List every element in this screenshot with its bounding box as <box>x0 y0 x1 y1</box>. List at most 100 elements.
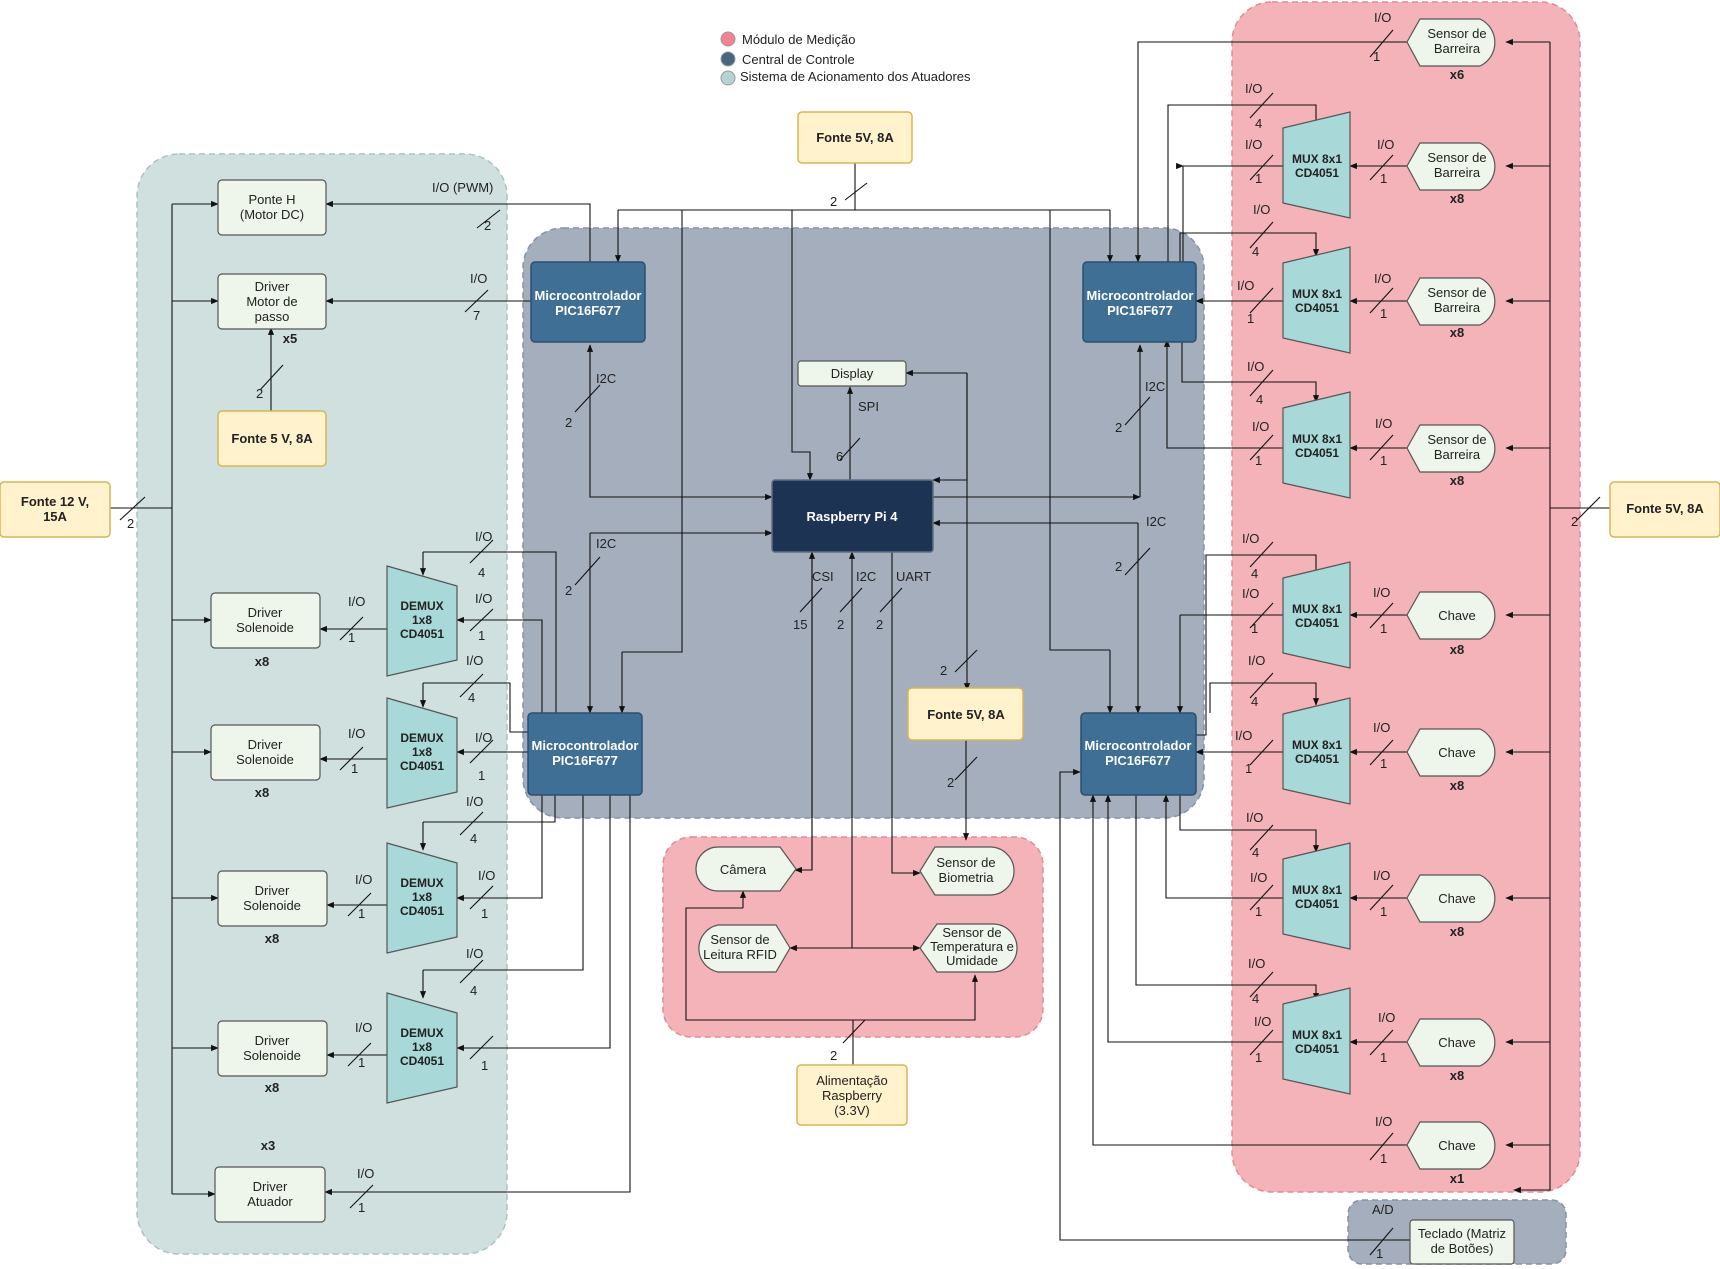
svg-text:Fonte 5V, 8A: Fonte 5V, 8A <box>816 130 894 145</box>
svg-text:Sensor de: Sensor de <box>1427 26 1486 41</box>
label-uart: UART <box>896 569 931 584</box>
svg-text:CD4051: CD4051 <box>1295 897 1339 911</box>
label-io: I/O <box>355 1020 372 1035</box>
svg-text:CD4051: CD4051 <box>400 904 444 918</box>
chave-4: Chave <box>1406 1018 1496 1067</box>
svg-text:1x8: 1x8 <box>412 613 432 627</box>
label-io: I/O <box>1242 586 1259 601</box>
svg-text:1x8: 1x8 <box>412 890 432 904</box>
label-io: I/O <box>1375 1114 1392 1129</box>
wires <box>110 29 1610 1256</box>
label-1: 1 <box>358 906 365 921</box>
svg-text:Motor de: Motor de <box>246 294 297 309</box>
svg-text:passo: passo <box>255 309 290 324</box>
svg-text:DEMUX: DEMUX <box>400 876 443 890</box>
label-2: 2 <box>1115 420 1122 435</box>
sensor-barreira-3: Sensor de Barreira <box>1406 277 1496 326</box>
svg-text:Sensor de: Sensor de <box>1427 432 1486 447</box>
label-4: 4 <box>470 831 477 846</box>
driver-solenoide-2: Driver Solenoide <box>210 724 321 781</box>
label-x8: x8 <box>1450 642 1464 657</box>
label-io-pwm: I/O (PWM) <box>432 180 493 195</box>
svg-text:1x8: 1x8 <box>412 1040 432 1054</box>
label-4: 4 <box>1256 392 1263 407</box>
svg-text:Barreira: Barreira <box>1434 165 1481 180</box>
legend-label-central: Central de Controle <box>742 52 855 67</box>
svg-text:CD4051: CD4051 <box>1295 166 1339 180</box>
svg-text:Sensor de: Sensor de <box>942 925 1001 940</box>
mux-4: MUX 8x1 CD4051 <box>1282 561 1351 669</box>
legend-label-medicao: Módulo de Medição <box>742 32 855 47</box>
label-io: I/O <box>1378 1010 1395 1025</box>
label-io: I/O <box>478 868 495 883</box>
mux-5: MUX 8x1 CD4051 <box>1282 697 1351 805</box>
label-1: 1 <box>478 628 485 643</box>
label-2: 2 <box>565 583 572 598</box>
svg-text:Câmera: Câmera <box>720 862 767 877</box>
label-io: I/O <box>357 1166 374 1181</box>
legend: Módulo de Medição Central de Controle Si… <box>720 31 971 86</box>
label-io: I/O <box>1245 81 1262 96</box>
ponte-h: Ponte H (Motor DC) <box>217 179 327 236</box>
svg-text:Chave: Chave <box>1438 1035 1476 1050</box>
svg-text:MUX 8x1: MUX 8x1 <box>1292 738 1342 752</box>
svg-text:Leitura RFID: Leitura RFID <box>703 947 777 962</box>
label-io: I/O <box>475 730 492 745</box>
label-io: I/O <box>1374 271 1391 286</box>
svg-text:Barreira: Barreira <box>1434 447 1481 462</box>
label-4: 4 <box>1251 566 1258 581</box>
mux-6: MUX 8x1 CD4051 <box>1282 842 1351 950</box>
label-1: 1 <box>351 761 358 776</box>
label-io: I/O <box>1375 416 1392 431</box>
label-io: I/O <box>1245 137 1262 152</box>
label-io: I/O <box>1242 531 1259 546</box>
label-io: I/O <box>1373 585 1390 600</box>
label-1: 1 <box>358 1200 365 1215</box>
label-2: 2 <box>947 775 954 790</box>
label-i2c: I2C <box>1145 379 1165 394</box>
mcu-top-right: Microcontrolador PIC16F677 <box>1082 261 1197 343</box>
svg-text:CD4051: CD4051 <box>1295 301 1339 315</box>
mux-2: MUX 8x1 CD4051 <box>1282 246 1351 354</box>
svg-text:Microcontrolador: Microcontrolador <box>1085 738 1192 753</box>
driver-atuador: Driver Atuador <box>214 1166 326 1223</box>
driver-solenoide-1: Driver Solenoide <box>210 592 321 649</box>
label-1: 1 <box>481 906 488 921</box>
label-1: 1 <box>1380 1050 1387 1065</box>
svg-text:MUX 8x1: MUX 8x1 <box>1292 1028 1342 1042</box>
svg-text:Driver: Driver <box>255 883 290 898</box>
label-io: I/O <box>466 946 483 961</box>
label-1: 1 <box>348 630 355 645</box>
svg-text:MUX 8x1: MUX 8x1 <box>1292 883 1342 897</box>
mcu-bottom-right: Microcontrolador PIC16F677 <box>1080 712 1197 796</box>
label-2: 2 <box>484 218 491 233</box>
label-6: 6 <box>836 449 843 464</box>
sensor-barreira-2: Sensor de Barreira <box>1406 142 1496 191</box>
svg-text:Fonte 12 V,: Fonte 12 V, <box>21 494 89 509</box>
label-1: 1 <box>1380 306 1387 321</box>
svg-text:Sensor de: Sensor de <box>936 855 995 870</box>
svg-text:Sensor de: Sensor de <box>710 932 769 947</box>
svg-text:Solenoide: Solenoide <box>236 752 294 767</box>
demux-4: DEMUX 1x8 CD4051 <box>386 992 458 1104</box>
svg-text:PIC16F677: PIC16F677 <box>552 753 618 768</box>
display: Display <box>797 360 907 387</box>
label-x8: x8 <box>1450 1068 1464 1083</box>
mux-7: MUX 8x1 CD4051 <box>1282 987 1351 1095</box>
label-io: I/O <box>348 594 365 609</box>
label-i2c: I2C <box>1146 514 1166 529</box>
label-2: 2 <box>256 386 263 401</box>
label-io: I/O <box>1252 419 1269 434</box>
label-i2c: I2C <box>856 569 876 584</box>
label-x8: x8 <box>1450 924 1464 939</box>
chave-3: Chave <box>1406 874 1496 923</box>
signal-labels: 2 I/O (PWM) 2 I/O 7 x5 2 2 I2C 2 I2C 2 S… <box>127 10 1578 1261</box>
label-i2c: I2C <box>596 371 616 386</box>
label-io: I/O <box>475 591 492 606</box>
svg-text:CD4051: CD4051 <box>1295 446 1339 460</box>
label-csi: CSI <box>812 569 834 584</box>
label-1: 1 <box>1251 621 1258 636</box>
label-1: 1 <box>1380 171 1387 186</box>
label-1: 1 <box>1380 621 1387 636</box>
